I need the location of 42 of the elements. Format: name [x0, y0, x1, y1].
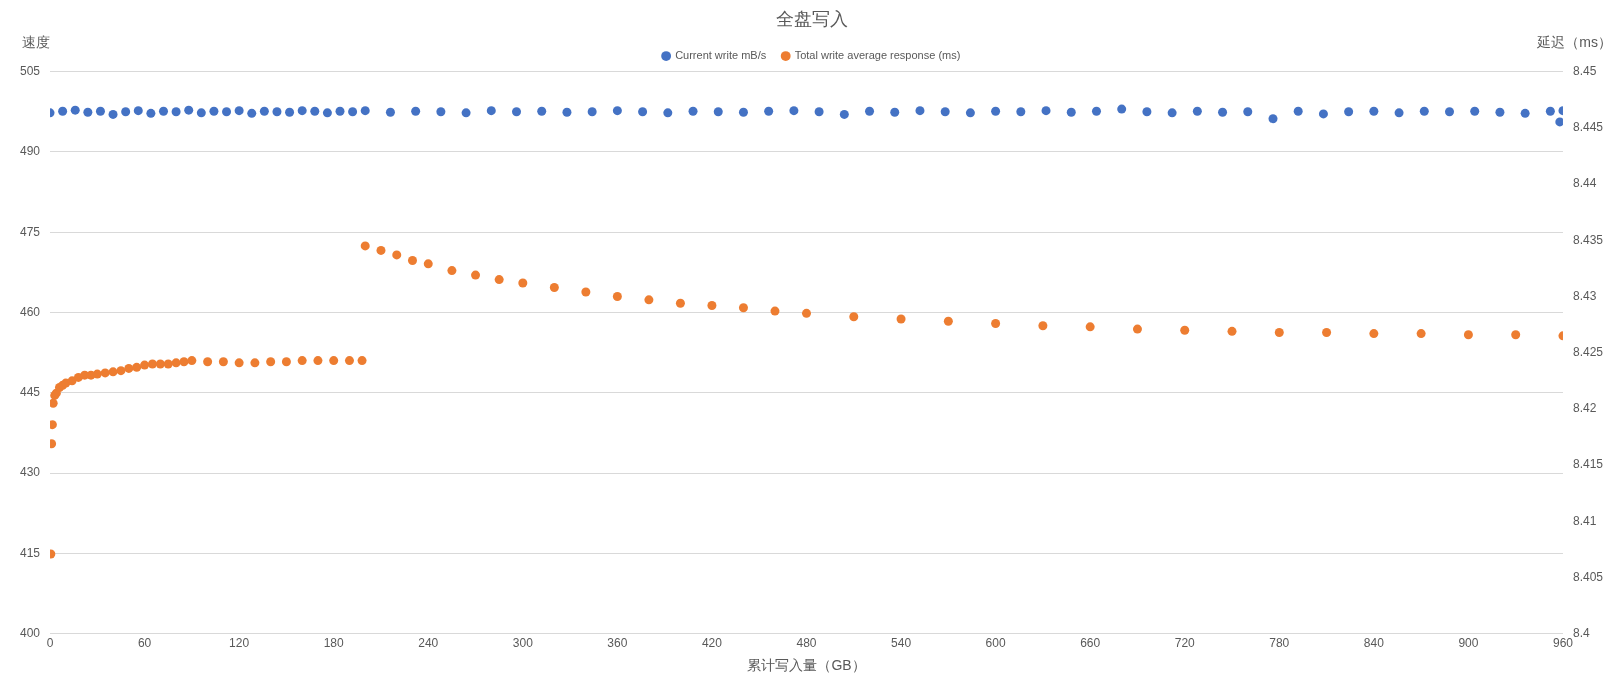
- y-tick-label: 475: [19, 224, 41, 239]
- y-tick-label: 490: [19, 144, 41, 159]
- y2-tick-label: 8.405: [1572, 569, 1604, 584]
- x-tick-label: 900: [1458, 636, 1479, 651]
- x-tick-label: 420: [701, 636, 723, 651]
- x-tick-label: 600: [985, 636, 1006, 651]
- x-tick-label: 540: [891, 636, 912, 651]
- y-axis-title: 速度: [22, 33, 50, 50]
- x-tick-label: 720: [1174, 636, 1196, 651]
- chart-title: 全盘写入: [775, 8, 848, 29]
- y2-tick-label: 8.435: [1572, 232, 1604, 247]
- legend-label: Total write average response (ms): [794, 49, 961, 62]
- x-tick-label: 780: [1269, 636, 1290, 651]
- legend-label: Current write mB/s: [675, 49, 767, 62]
- x-tick-label: 480: [796, 636, 817, 651]
- x-tick-label: 0: [46, 636, 54, 651]
- y2-tick-label: 8.425: [1572, 345, 1604, 360]
- y2-tick-label: 8.44: [1572, 176, 1597, 191]
- x-tick-label: 120: [229, 636, 250, 651]
- y2-tick-label: 8.43: [1572, 288, 1597, 303]
- y2-tick-label: 8.415: [1572, 457, 1604, 472]
- y-tick-label: 445: [19, 385, 41, 400]
- x-tick-label: 180: [323, 636, 345, 651]
- y2-tick-label: 8.41: [1572, 513, 1597, 528]
- x-axis-title: 累计写入量（GB）: [747, 657, 866, 674]
- y-tick-label: 505: [19, 63, 41, 78]
- y-tick-label: 430: [19, 465, 41, 480]
- y2-tick-label: 8.42: [1572, 401, 1597, 416]
- x-tick-label: 960: [1552, 636, 1574, 651]
- x-tick-label: 360: [607, 636, 628, 651]
- y-tick-label: 400: [19, 626, 41, 641]
- x-tick-label: 240: [418, 636, 439, 651]
- x-tick-label: 60: [137, 636, 152, 651]
- y2-tick-label: 8.45: [1572, 63, 1597, 78]
- y-tick-label: 415: [19, 545, 41, 560]
- y2-axis-title: 延迟（ms）: [1536, 33, 1612, 50]
- x-tick-label: 300: [512, 636, 534, 651]
- x-tick-label: 660: [1080, 636, 1101, 651]
- y2-tick-label: 8.445: [1572, 120, 1604, 135]
- y-tick-label: 460: [19, 304, 41, 319]
- x-tick-label: 840: [1363, 636, 1385, 651]
- y2-tick-label: 8.4: [1572, 626, 1590, 641]
